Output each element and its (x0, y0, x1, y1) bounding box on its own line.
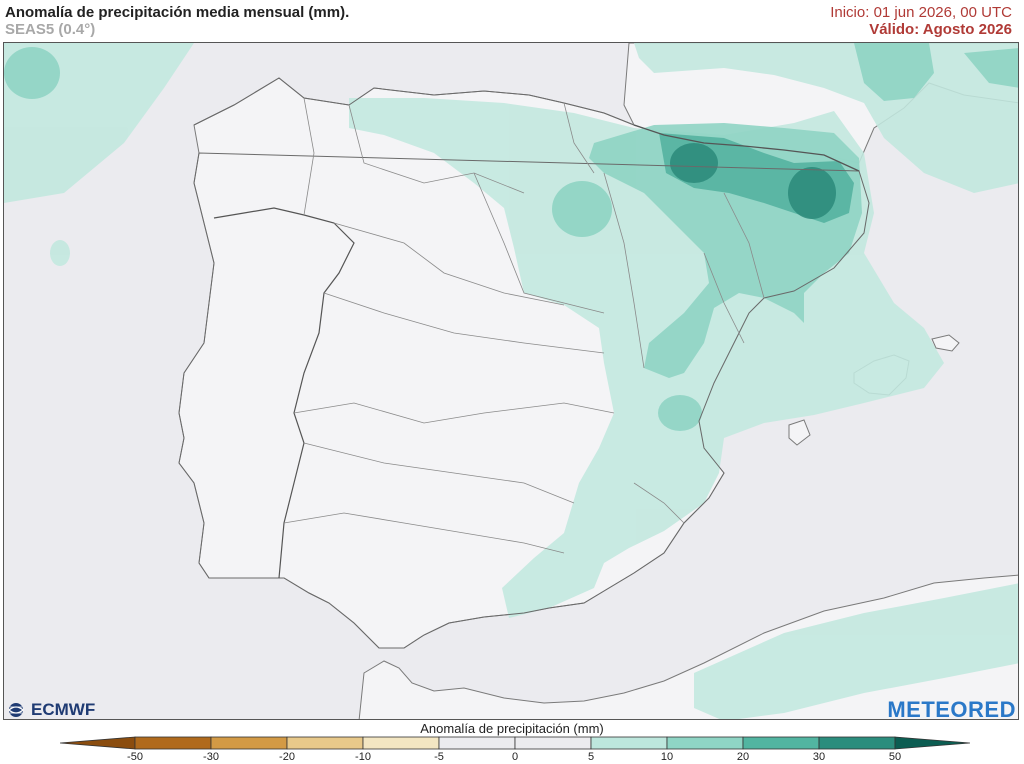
legend-swatch (590, 736, 668, 750)
valid-period: Válido: Agosto 2026 (869, 21, 1012, 38)
legend-tick-label: -50 (127, 751, 143, 763)
legend-tick-label: 20 (736, 751, 750, 763)
legend-arrow-right (894, 736, 970, 750)
legend-tick-label: 0 (511, 751, 519, 763)
map-canvas (4, 43, 1018, 719)
legend-tick-label: -5 (434, 751, 444, 763)
menorca (931, 334, 960, 352)
legend-swatch (742, 736, 820, 750)
legend-swatch (210, 736, 288, 750)
legend-swatch (286, 736, 364, 750)
legend-colorbar (60, 736, 970, 750)
coastline (178, 77, 870, 649)
legend-tick-label: -20 (279, 751, 295, 763)
regional-borders (283, 97, 765, 554)
legend-title: Anomalía de precipitación (mm) (420, 721, 604, 736)
model-subtitle: SEAS5 (0.4°) (5, 21, 96, 38)
legend-swatch (666, 736, 744, 750)
ecmwf-globe-icon (8, 703, 24, 717)
meteored-logo: METEORED (887, 697, 1016, 722)
ecmwf-logo: ECMWF (6, 700, 95, 720)
legend-arrow-left (60, 736, 136, 750)
legend-swatch (514, 736, 592, 750)
ibiza (788, 419, 811, 446)
legend-tick-label: 50 (888, 751, 902, 763)
ecmwf-logo-text: ECMWF (31, 700, 96, 719)
legend-swatch (362, 736, 440, 750)
legend-swatch (438, 736, 516, 750)
legend-swatch (134, 736, 212, 750)
init-time: Inicio: 01 jun 2026, 00 UTC (830, 4, 1012, 21)
anomaly-30-50 (670, 143, 836, 219)
legend-tick-label: 30 (812, 751, 826, 763)
legend-tick-label: -30 (203, 751, 219, 763)
precipitation-anomaly-map[interactable] (3, 42, 1019, 720)
pyrenees-border (633, 124, 860, 172)
header-right: Inicio: 01 jun 2026, 00 UTC Válido: Agos… (830, 4, 1012, 39)
legend-swatch (818, 736, 896, 750)
legend-tick-label: -10 (355, 751, 371, 763)
legend-tick-label: 10 (660, 751, 674, 763)
map-title: Anomalía de precipitación media mensual … (5, 4, 350, 21)
legend-tick-label: 5 (587, 751, 595, 763)
header-left: Anomalía de precipitación media mensual … (5, 4, 349, 39)
